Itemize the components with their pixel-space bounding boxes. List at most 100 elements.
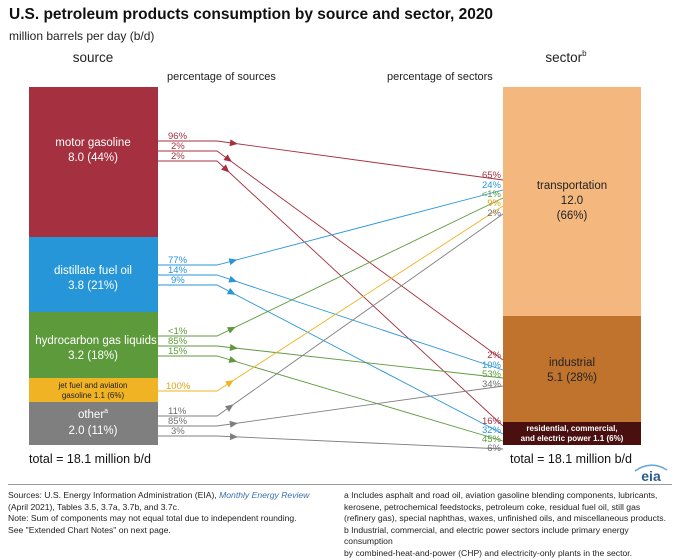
sector-value-industrial: 5.1 (28%) (547, 372, 597, 384)
footer-sources: Sources: U.S. Energy Information Adminis… (8, 490, 328, 536)
sector-pct-jet-transportation: 9% (487, 198, 501, 209)
source-label-distillate: distillate fuel oil (54, 265, 132, 277)
sector-total: total = 18.1 million b/d (510, 452, 632, 466)
arrowhead-mg-transportation (229, 139, 238, 147)
sector-pct-hgl-residential: 45% (482, 434, 502, 445)
footnote-a-line3: (refinery gas), special naphthas, waxes,… (344, 513, 666, 524)
source-value-hgl: 3.2 (18%) (68, 350, 118, 362)
flow-line-mg-residential (158, 160, 504, 427)
source-pct-other-residential: 3% (171, 426, 185, 437)
arrowhead-dist-industrial (228, 275, 238, 283)
sector-bar-transportation (503, 87, 641, 316)
flow-line-hgl-residential (158, 355, 504, 442)
source-bar-motor-gasoline (29, 87, 158, 237)
arrowhead-hgl-transportation (226, 326, 236, 334)
footer-divider (8, 484, 672, 485)
sector-pct-other-residential: 6% (487, 443, 501, 454)
footnote-a-line2: kerosene, petrochemical feedstocks, petr… (344, 501, 641, 512)
sector-pct-mg-transportation: 65% (482, 170, 502, 181)
pct-sources-header: percentage of sources (167, 71, 276, 83)
sector-pct-other-transportation: 2% (487, 208, 501, 219)
arrowhead-other-industrial (229, 420, 238, 428)
source-header: source (73, 50, 114, 65)
sector-header: sectorb (545, 49, 587, 65)
sector-pct-other-industrial: 34% (482, 379, 502, 390)
sector-share-transportation: (66%) (557, 210, 588, 222)
footnote-b-line1: b Industrial, commercial, and electric p… (344, 524, 629, 547)
sector-value-transportation: 12.0 (561, 195, 583, 207)
footer-sources-link[interactable]: Monthly Energy Review (219, 490, 310, 500)
chart-title: U.S. petroleum products consumption by s… (9, 6, 494, 23)
sector-bar-residential (503, 422, 641, 445)
arrowhead-mg-residential (221, 164, 230, 173)
source-pct-other-transportation: 11% (168, 406, 187, 417)
sector-pct-hgl-industrial: 53% (482, 369, 502, 380)
flow-diagram: source sectorb percentage of sources per… (29, 49, 641, 466)
arrowhead-jet-transportation (225, 380, 234, 388)
sector-value-residential: and electric power 1.1 (6%) (521, 434, 624, 443)
arrowhead-mg-industrial (223, 154, 232, 162)
arrowhead-other-residential (229, 433, 238, 441)
sector-label-transportation: transportation (537, 180, 607, 192)
source-value-jet-fuel: gasoline 1.1 (6%) (62, 391, 125, 400)
source-pct-mg-industrial: 2% (171, 141, 185, 152)
footer-note1: Note: Sum of components may not equal to… (8, 513, 297, 524)
source-pct-dist-residential: 9% (171, 275, 185, 286)
flow-line-jet-transportation (158, 205, 504, 392)
source-value-distillate: 3.8 (21%) (68, 280, 118, 292)
flow-line-other-residential (158, 435, 504, 450)
source-bar-distillate-fuel-oil (29, 237, 158, 312)
sector-label-residential: residential, commercial, (526, 424, 617, 433)
source-label-motor-gasoline: motor gasoline (55, 137, 130, 149)
flow-line-hgl-transportation (158, 197, 504, 337)
sector-label-industrial: industrial (549, 357, 595, 369)
source-value-other: 2.0 (11%) (68, 425, 117, 437)
flow-line-hgl-industrial (158, 345, 504, 379)
footnote-a-line1: a Includes asphalt and road oil, aviatio… (344, 490, 658, 500)
source-pct-other-industrial: 85% (168, 416, 188, 427)
source-label-other: othera (78, 408, 108, 421)
footer-note2: See "Extended Chart Notes" on next page. (8, 524, 171, 535)
source-bar-hydrocarbon-gas-liquids (29, 312, 158, 378)
source-label-jet-fuel: jet fuel and aviation (58, 381, 128, 390)
footer-sources-prefix: Sources: U.S. Energy Information Adminis… (8, 490, 220, 500)
source-pct-hgl-residential: 15% (168, 346, 188, 357)
arrowhead-hgl-residential (228, 356, 238, 363)
sector-pct-dist-industrial: 10% (482, 360, 502, 371)
sector-pct-dist-residential: 32% (482, 425, 502, 436)
flow-line-other-transportation (158, 213, 504, 417)
source-bar-jet-fuel (29, 378, 158, 402)
flow-line-dist-residential (158, 284, 504, 435)
flow-line-dist-industrial (158, 274, 504, 371)
source-value-motor-gasoline: 8.0 (44%) (68, 152, 118, 164)
source-pct-mg-residential: 2% (171, 151, 185, 162)
source-pct-dist-industrial: 14% (168, 265, 188, 276)
sector-pct-mg-residential: 16% (482, 416, 502, 427)
footer-sources-line2: (April 2021), Tables 3.5, 3.7a, 3.7b, an… (8, 501, 180, 512)
sector-pct-mg-industrial: 2% (487, 350, 501, 361)
source-pct-hgl-industrial: 85% (168, 336, 188, 347)
arrowhead-dist-residential (226, 287, 236, 295)
source-pct-mg-transportation: 96% (168, 131, 188, 142)
chart-subtitle: million barrels per day (b/d) (9, 29, 155, 43)
arrowhead-dist-transportation (228, 258, 238, 266)
eia-logo-text: eia (641, 468, 661, 484)
arrowhead-other-transportation (224, 404, 234, 412)
source-total: total = 18.1 million b/d (29, 452, 151, 466)
sector-bar-industrial (503, 316, 641, 422)
source-pct-hgl-transportation: <1% (168, 326, 188, 337)
source-pct-dist-transportation: 77% (168, 255, 188, 266)
sector-pct-hgl-transportation: <1% (482, 189, 502, 200)
pct-sectors-header: percentage of sectors (387, 71, 493, 83)
flow-line-other-industrial (158, 385, 504, 427)
source-label-hgl: hydrocarbon gas liquids (35, 335, 157, 347)
eia-logo: eia (634, 464, 668, 484)
source-pct-jet-transportation: 100% (166, 381, 191, 392)
footer-notes: a Includes asphalt and road oil, aviatio… (344, 490, 674, 560)
flow-line-mg-industrial (158, 150, 504, 361)
sector-pct-dist-transportation: 24% (482, 180, 502, 191)
source-bar-other (29, 402, 158, 445)
flow-line-mg-transportation (158, 140, 504, 181)
flow-line-dist-transportation (158, 189, 504, 266)
arrowhead-hgl-industrial (229, 344, 238, 351)
